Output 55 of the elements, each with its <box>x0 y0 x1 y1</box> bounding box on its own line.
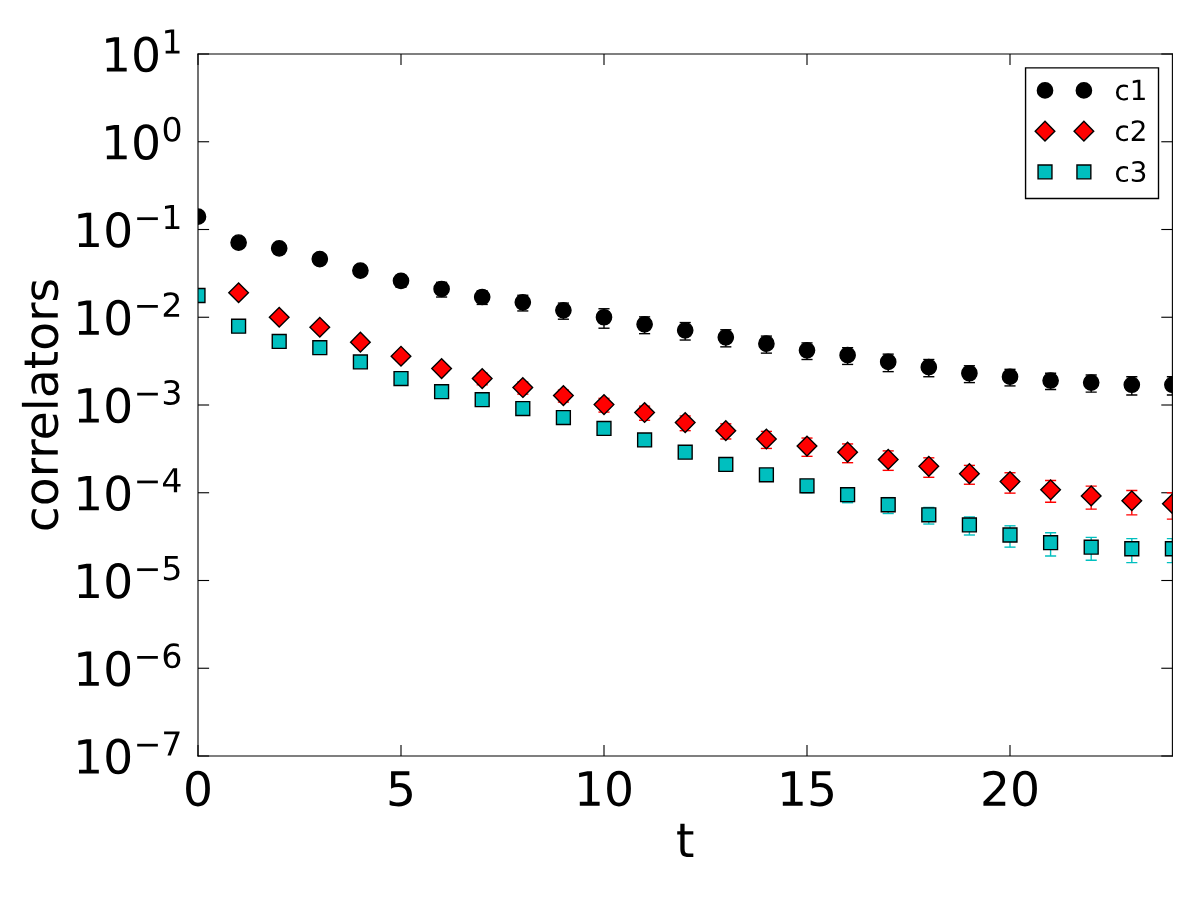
point <box>390 345 412 367</box>
point <box>393 370 409 387</box>
y-tick-label: 10$^{−2}$ <box>78 292 180 336</box>
y-tick-label: 10$^{0}$ <box>106 116 181 160</box>
point <box>515 400 531 417</box>
point <box>755 428 777 450</box>
point <box>228 282 250 304</box>
point <box>268 306 290 328</box>
point <box>309 316 331 338</box>
point <box>718 456 734 473</box>
point <box>758 467 775 483</box>
point <box>352 354 369 370</box>
point <box>958 463 980 485</box>
point <box>634 402 656 424</box>
legend-label: c1 <box>1115 79 1145 101</box>
y-tick-label: 10$^{−1}$ <box>78 204 180 248</box>
x-tick-label: 10 <box>579 770 631 807</box>
point <box>837 441 859 463</box>
point <box>839 487 856 503</box>
point <box>1124 541 1140 557</box>
point <box>230 234 247 251</box>
point <box>312 340 328 356</box>
x-tick-label: 0 <box>186 770 210 807</box>
legend-label: c2 <box>1115 120 1145 142</box>
point <box>349 331 371 353</box>
x-tick-label: 5 <box>389 771 412 807</box>
point <box>311 250 329 268</box>
y-tick-label: 10$^{1}$ <box>106 29 180 73</box>
point <box>555 409 572 426</box>
point <box>270 240 288 257</box>
point <box>352 262 369 279</box>
y-axis-title: correlators <box>21 280 59 530</box>
y-tick-label: 10$^{−7}$ <box>78 731 180 775</box>
point <box>474 392 490 408</box>
x-tick-label: 15 <box>782 771 833 807</box>
x-tick-label: 20 <box>983 770 1037 807</box>
point <box>636 432 653 448</box>
y-tick-label: 10$^{−4}$ <box>78 468 181 512</box>
point <box>1002 527 1018 543</box>
point <box>230 318 247 334</box>
point <box>431 358 453 380</box>
y-tick-label: 10$^{−3}$ <box>78 379 180 424</box>
y-tick-label: 10$^{−5}$ <box>78 555 180 599</box>
point <box>799 478 815 494</box>
y-tick-label: 10$^{−6}$ <box>78 643 181 687</box>
point <box>1042 535 1059 551</box>
point <box>596 420 612 437</box>
point <box>552 385 574 407</box>
point <box>677 444 693 460</box>
point <box>1083 539 1099 555</box>
legend-label: c3 <box>1115 161 1146 183</box>
point <box>271 333 287 350</box>
point <box>1040 479 1062 501</box>
x-axis-title: t <box>677 823 694 858</box>
point <box>433 383 450 400</box>
